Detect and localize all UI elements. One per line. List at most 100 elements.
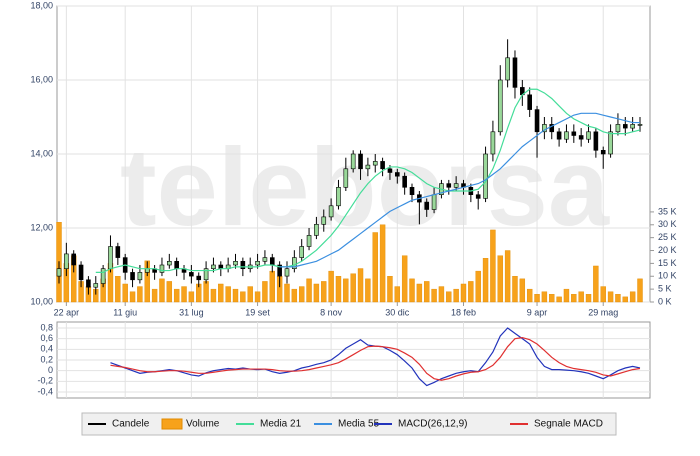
y2-tick-label: 10 K <box>658 271 677 281</box>
candle-body <box>372 161 378 166</box>
candle-body <box>71 253 77 266</box>
x-tick-label: 31 lug <box>179 307 204 317</box>
volume-bar <box>453 288 459 303</box>
marks <box>56 39 643 387</box>
y-tick-label: 12,00 <box>30 222 53 232</box>
y2-tick-label: 5 K <box>658 284 672 294</box>
volume-bar <box>379 224 386 303</box>
volume-bar <box>629 291 636 303</box>
y-tick-label: 0,2 <box>40 354 53 364</box>
volume-bar <box>482 258 489 303</box>
candle-body <box>328 205 334 218</box>
candle-body <box>505 57 510 81</box>
volume-bar <box>291 288 298 303</box>
volume-bar <box>372 232 378 303</box>
candle-body <box>409 187 415 196</box>
candle-body <box>512 57 518 88</box>
candle-body <box>365 164 371 170</box>
candle-body <box>64 253 69 269</box>
series-line <box>95 88 641 273</box>
volume-bar <box>424 281 430 303</box>
volume-bar <box>210 288 217 303</box>
candle-body <box>630 124 635 129</box>
volume-bar <box>549 294 555 303</box>
candle-body <box>542 124 547 133</box>
volume-bar <box>284 283 290 303</box>
volume-bar <box>512 276 518 303</box>
candle-body <box>593 131 599 151</box>
candle-body <box>314 224 319 236</box>
volume-bar <box>188 291 195 303</box>
y-tick-label: 16,00 <box>30 74 53 84</box>
candle-body <box>130 272 135 281</box>
series-line <box>279 112 640 268</box>
candle-body <box>100 268 106 284</box>
candle-body <box>233 260 238 266</box>
volume-bar <box>350 273 356 303</box>
candle-body <box>56 268 62 277</box>
candle-body <box>174 260 179 269</box>
volume-bar <box>394 286 401 303</box>
y2-tick-label: 35 K <box>658 206 677 216</box>
y-tick-label: 0 <box>48 365 53 375</box>
y2-tick-label: 25 K <box>658 232 677 242</box>
volume-bar <box>357 268 364 303</box>
volume-bar <box>607 291 614 303</box>
candle-body <box>336 187 341 207</box>
candle-body <box>571 131 577 136</box>
volume-bar <box>556 296 562 303</box>
candle-body <box>284 268 290 277</box>
volume-bar <box>144 260 150 303</box>
volume-bar <box>438 286 445 303</box>
candle-body <box>203 268 209 281</box>
volume-bar <box>328 270 334 303</box>
volume-bar <box>151 288 158 303</box>
volume-bar <box>600 286 606 303</box>
x-tick-label: 8 nov <box>320 307 343 317</box>
volume-bar <box>159 278 165 303</box>
volume-bar <box>578 291 584 303</box>
candle-body <box>211 264 216 269</box>
volume-bar <box>321 281 327 303</box>
x-tick-label: 9 apr <box>527 307 548 317</box>
candle-body <box>262 257 268 262</box>
volume-bar <box>247 286 253 303</box>
volume-bar <box>262 281 268 303</box>
volume-bar <box>409 278 415 303</box>
volume-bar <box>269 270 275 303</box>
volume-bar <box>571 294 577 303</box>
y-tick-label: 0,4 <box>40 344 53 354</box>
volume-bar <box>541 291 548 303</box>
volume-bar <box>129 291 136 303</box>
candle-body <box>78 264 84 281</box>
x-tick-label: 11 giu <box>113 307 137 317</box>
candle-body <box>86 279 91 288</box>
volume-bar <box>475 270 481 303</box>
candle-body <box>564 131 569 140</box>
volume-bar <box>519 278 526 303</box>
y-tick-label: 0,6 <box>40 333 53 343</box>
y-tick-label: -0,4 <box>37 386 53 396</box>
x-tick-label: 30 dic <box>385 307 410 317</box>
volume-bar <box>534 294 540 303</box>
candle-body <box>137 272 143 281</box>
y-tick-label: 18,00 <box>30 0 53 10</box>
candle-body <box>578 135 584 140</box>
candle-body <box>358 153 363 170</box>
candle-body <box>269 257 275 266</box>
volume-bar <box>585 294 592 303</box>
volume-bar <box>431 288 437 303</box>
candle-body <box>527 94 532 110</box>
volume-bar <box>504 250 511 303</box>
volume-bar <box>563 288 570 303</box>
volume-bar <box>343 278 349 303</box>
volume-bar <box>122 283 128 303</box>
y2-tick-label: 30 K <box>658 219 677 229</box>
volume-bar <box>137 286 143 303</box>
candle-body <box>255 260 260 266</box>
volume-bar <box>446 291 452 303</box>
volume-bar <box>637 278 643 303</box>
volume-bar <box>115 276 121 303</box>
x-tick-label: 18 feb <box>451 307 476 317</box>
